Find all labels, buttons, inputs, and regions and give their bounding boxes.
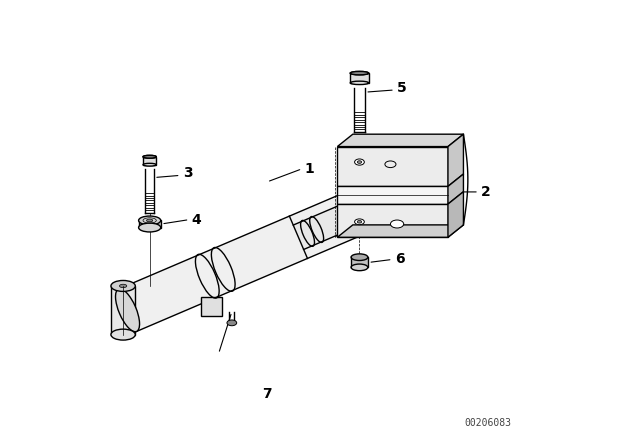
Text: 1: 1 — [305, 162, 314, 176]
Bar — [111, 286, 135, 335]
Text: 2: 2 — [481, 185, 491, 199]
Bar — [344, 149, 367, 217]
Polygon shape — [118, 192, 364, 332]
Bar — [351, 257, 368, 267]
Text: 4: 4 — [192, 212, 202, 227]
Bar — [143, 157, 156, 165]
Ellipse shape — [227, 320, 237, 326]
Ellipse shape — [350, 71, 369, 75]
Polygon shape — [448, 134, 463, 186]
Ellipse shape — [147, 219, 153, 222]
Ellipse shape — [120, 284, 127, 288]
Ellipse shape — [357, 220, 362, 223]
Text: 5: 5 — [397, 81, 407, 95]
Polygon shape — [448, 174, 463, 204]
Ellipse shape — [143, 155, 156, 158]
Text: 7: 7 — [262, 388, 272, 401]
Polygon shape — [337, 225, 463, 237]
Polygon shape — [448, 192, 463, 237]
Ellipse shape — [139, 223, 161, 232]
Ellipse shape — [355, 219, 364, 224]
Ellipse shape — [350, 81, 369, 85]
Polygon shape — [337, 146, 448, 186]
Text: 3: 3 — [183, 166, 193, 180]
Polygon shape — [293, 201, 360, 250]
Ellipse shape — [355, 159, 364, 165]
Ellipse shape — [344, 213, 367, 221]
Ellipse shape — [344, 145, 367, 153]
Ellipse shape — [350, 71, 369, 75]
Polygon shape — [337, 204, 448, 237]
Bar — [139, 220, 161, 228]
Ellipse shape — [357, 161, 362, 164]
Bar — [350, 73, 369, 83]
Ellipse shape — [143, 164, 156, 166]
Ellipse shape — [111, 329, 135, 340]
Ellipse shape — [390, 220, 404, 228]
Ellipse shape — [351, 254, 368, 260]
Text: 00206083: 00206083 — [465, 418, 511, 428]
Ellipse shape — [139, 216, 161, 225]
Polygon shape — [337, 134, 463, 146]
Ellipse shape — [351, 264, 368, 271]
Text: 6: 6 — [395, 252, 404, 267]
Ellipse shape — [143, 155, 156, 158]
Ellipse shape — [111, 280, 135, 291]
Ellipse shape — [115, 289, 140, 332]
Polygon shape — [201, 297, 222, 316]
Polygon shape — [337, 186, 448, 204]
